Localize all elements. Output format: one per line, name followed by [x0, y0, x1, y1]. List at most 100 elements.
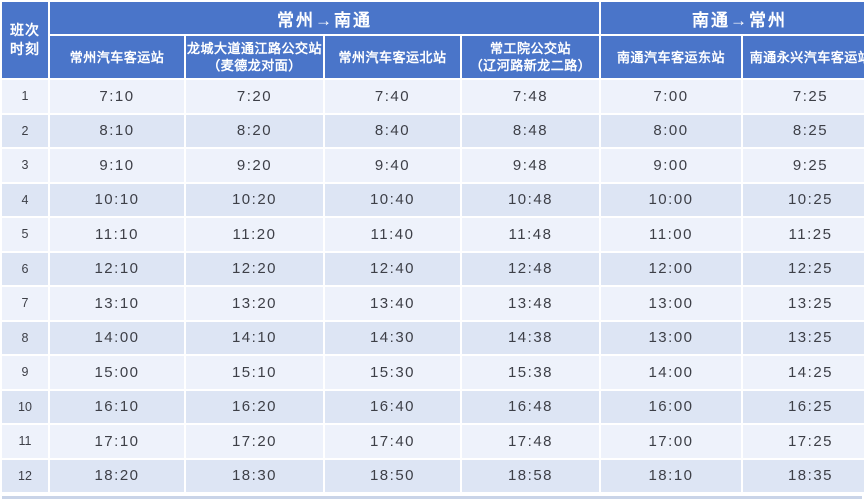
trip-number: 11: [2, 425, 48, 458]
station-header-row: 常州汽车客运站 龙城大道通江路公交站 （麦德龙对面） 常州汽车客运北站 常工院公…: [2, 36, 864, 78]
time-cell: 12:20: [186, 252, 323, 285]
time-cell: 14:00: [50, 321, 184, 354]
time-cell: 11:20: [186, 218, 323, 251]
table-row: 5 11:10 11:20 11:40 11:48 11:00 11:25: [2, 218, 864, 251]
time-cell: 9:40: [325, 149, 460, 182]
time-cell: 11:00: [601, 218, 741, 251]
time-cell: 12:48: [462, 252, 599, 285]
time-cell: 16:48: [462, 390, 599, 423]
time-cell: 8:00: [601, 114, 741, 147]
table-row: 4 10:10 10:20 10:40 10:48 10:00 10:25: [2, 183, 864, 216]
time-cell: 17:00: [601, 425, 741, 458]
corner-header-cell: 班次 时刻: [2, 2, 48, 78]
trip-number: 2: [2, 114, 48, 147]
table-row: 11 17:10 17:20 17:40 17:48 17:00 17:25: [2, 425, 864, 458]
station-header-nantong-yongxing-station: 南通永兴汽车客运站: [743, 36, 864, 78]
direction-header-nantong-changzhou: 南通→常州: [601, 2, 864, 34]
time-cell: 18:35: [743, 459, 864, 492]
time-cell: 8:25: [743, 114, 864, 147]
time-cell: 7:25: [743, 80, 864, 113]
time-cell: 10:10: [50, 183, 184, 216]
time-cell: 18:30: [186, 459, 323, 492]
time-cell: 16:20: [186, 390, 323, 423]
time-cell: 8:48: [462, 114, 599, 147]
time-cell: 12:25: [743, 252, 864, 285]
time-cell: 18:10: [601, 459, 741, 492]
time-cell: 11:10: [50, 218, 184, 251]
station-header-changgongyuan-stop: 常工院公交站 （辽河路新龙二路）: [462, 36, 599, 78]
time-cell: 14:30: [325, 321, 460, 354]
table-row: 3 9:10 9:20 9:40 9:48 9:00 9:25: [2, 149, 864, 182]
time-cell: 13:20: [186, 287, 323, 320]
time-cell: 18:50: [325, 459, 460, 492]
trip-number: 4: [2, 183, 48, 216]
time-cell: 16:10: [50, 390, 184, 423]
time-cell: 12:00: [601, 252, 741, 285]
table-row: 10 16:10 16:20 16:40 16:48 16:00 16:25: [2, 390, 864, 423]
trip-number: 7: [2, 287, 48, 320]
time-cell: 13:00: [601, 321, 741, 354]
time-cell: 8:20: [186, 114, 323, 147]
corner-header-line2: 时刻: [10, 41, 40, 57]
time-cell: 7:10: [50, 80, 184, 113]
time-cell: 10:00: [601, 183, 741, 216]
time-cell: 7:40: [325, 80, 460, 113]
corner-header-line1: 班次: [10, 22, 40, 38]
time-cell: 11:48: [462, 218, 599, 251]
time-cell: 17:48: [462, 425, 599, 458]
trip-number: 12: [2, 459, 48, 492]
time-cell: 14:25: [743, 356, 864, 389]
time-cell: 10:40: [325, 183, 460, 216]
time-cell: 17:20: [186, 425, 323, 458]
time-cell: 15:00: [50, 356, 184, 389]
time-cell: 13:10: [50, 287, 184, 320]
direction-header-row: 班次 时刻 常州→南通 南通→常州: [2, 2, 864, 78]
trip-number: 5: [2, 218, 48, 251]
time-cell: 15:10: [186, 356, 323, 389]
time-cell: 17:10: [50, 425, 184, 458]
time-cell: 17:40: [325, 425, 460, 458]
trip-number: 1: [2, 80, 48, 113]
trip-number: 9: [2, 356, 48, 389]
time-cell: 12:10: [50, 252, 184, 285]
table-row: 2 8:10 8:20 8:40 8:48 8:00 8:25: [2, 114, 864, 147]
table-row: 7 13:10 13:20 13:40 13:48 13:00 13:25: [2, 287, 864, 320]
time-cell: 15:30: [325, 356, 460, 389]
table-row: 1 7:10 7:20 7:40 7:48 7:00 7:25: [2, 80, 864, 113]
time-cell: 7:00: [601, 80, 741, 113]
station-header-nantong-east-station: 南通汽车客运东站: [601, 36, 741, 78]
trip-number: 6: [2, 252, 48, 285]
table-row: 12 18:20 18:30 18:50 18:58 18:10 18:35: [2, 459, 864, 492]
time-cell: 14:38: [462, 321, 599, 354]
time-cell: 16:00: [601, 390, 741, 423]
time-cell: 9:25: [743, 149, 864, 182]
time-cell: 13:00: [601, 287, 741, 320]
time-cell: 15:38: [462, 356, 599, 389]
time-cell: 8:40: [325, 114, 460, 147]
time-cell: 13:25: [743, 321, 864, 354]
time-cell: 16:40: [325, 390, 460, 423]
time-cell: 8:10: [50, 114, 184, 147]
time-cell: 12:40: [325, 252, 460, 285]
table-row: 8 14:00 14:10 14:30 14:38 13:00 13:25: [2, 321, 864, 354]
station-header-changzhou-bus-station: 常州汽车客运站: [50, 36, 184, 78]
station-header-longcheng-tongjiang-stop: 龙城大道通江路公交站 （麦德龙对面）: [186, 36, 323, 78]
direction-header-changzhou-nantong: 常州→南通: [50, 2, 599, 34]
table-row: 9 15:00 15:10 15:30 15:38 14:00 14:25: [2, 356, 864, 389]
time-cell: 14:10: [186, 321, 323, 354]
timetable-body: 1 7:10 7:20 7:40 7:48 7:00 7:25 2 8:10 8:20 8:40 8:…: [2, 80, 864, 492]
time-cell: 13:40: [325, 287, 460, 320]
time-cell: 18:20: [50, 459, 184, 492]
time-cell: 11:25: [743, 218, 864, 251]
time-cell: 9:48: [462, 149, 599, 182]
time-cell: 13:48: [462, 287, 599, 320]
trip-number: 10: [2, 390, 48, 423]
time-cell: 9:00: [601, 149, 741, 182]
time-cell: 7:20: [186, 80, 323, 113]
time-cell: 10:25: [743, 183, 864, 216]
table-bottom-edge: [2, 496, 862, 499]
station-header-changzhou-north-station: 常州汽车客运北站: [325, 36, 460, 78]
trip-number: 3: [2, 149, 48, 182]
